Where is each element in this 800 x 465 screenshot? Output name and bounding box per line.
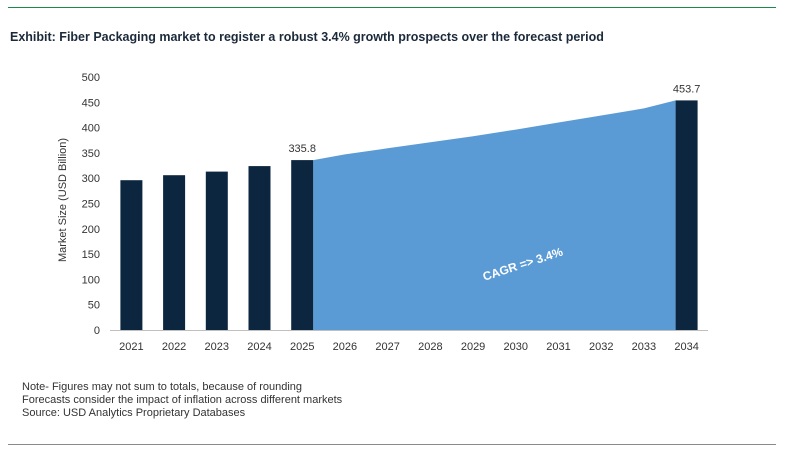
y-tick-label: 100 — [82, 274, 100, 286]
y-tick-label: 50 — [88, 300, 100, 312]
bar-2024 — [248, 166, 271, 330]
x-tick-label: 2030 — [504, 341, 528, 353]
x-tick-label: 2034 — [674, 341, 698, 353]
bars-group — [120, 100, 698, 331]
bottom-rule — [8, 444, 776, 445]
y-tick-label: 300 — [82, 173, 100, 185]
y-tick-label: 150 — [82, 249, 100, 261]
x-tick-label: 2032 — [589, 341, 613, 353]
y-axis-label: Market Size (USD Billion) — [57, 138, 69, 262]
y-tick-label: 450 — [82, 97, 100, 109]
cagr-area — [313, 100, 676, 331]
x-tick-label: 2024 — [247, 341, 271, 353]
x-tick-label: 2026 — [333, 341, 357, 353]
y-axis-label-group: Market Size (USD Billion) — [57, 138, 69, 262]
y-tick-label: 500 — [82, 72, 100, 84]
chart: Market Size (USD Billion) 0 50 100 150 200 25… — [57, 72, 708, 353]
y-tick-label: 0 — [94, 325, 100, 337]
bar-2022 — [163, 175, 186, 330]
x-tick-label: 2021 — [119, 341, 143, 353]
y-tick-label: 350 — [82, 148, 100, 160]
x-tick-label: 2027 — [375, 341, 399, 353]
bar-2025 — [291, 160, 314, 330]
title-rule — [8, 7, 776, 8]
y-tick-label: 400 — [82, 123, 100, 135]
footnotes: Note- Figures may not sum to totals, bec… — [22, 381, 342, 420]
x-tick-label: 2029 — [461, 341, 485, 353]
data-labels-group: 335.8 453.7 — [288, 83, 700, 155]
x-tick-label: 2023 — [205, 341, 229, 353]
footnote-rounding: Note- Figures may not sum to totals, bec… — [22, 381, 303, 393]
footnote-inflation: Forecasts consider the impact of inflati… — [22, 394, 343, 406]
data-label-2034: 453.7 — [673, 83, 701, 95]
x-tick-label: 2022 — [162, 341, 186, 353]
bar-2023 — [205, 171, 228, 330]
x-tick-label: 2025 — [290, 341, 314, 353]
bar-2021 — [120, 180, 143, 330]
bar-2034 — [675, 100, 698, 331]
cagr-area-group — [313, 100, 676, 331]
data-label-2025: 335.8 — [288, 143, 316, 155]
x-tick-label: 2033 — [632, 341, 656, 353]
chart-title: Exhibit: Fiber Packaging market to regis… — [10, 30, 604, 44]
x-tick-label: 2028 — [418, 341, 442, 353]
x-axis-ticks: 2021 2022 2023 2024 2025 2026 2027 2028 2029 2030… — [119, 341, 699, 353]
y-tick-label: 250 — [82, 199, 100, 211]
footnote-source: Source: USD Analytics Proprietary Databa… — [22, 407, 246, 419]
x-tick-label: 2031 — [546, 341, 570, 353]
y-tick-label: 200 — [82, 224, 100, 236]
y-axis-ticks: 0 50 100 150 200 250 300 350 400 450 500 — [82, 72, 100, 337]
